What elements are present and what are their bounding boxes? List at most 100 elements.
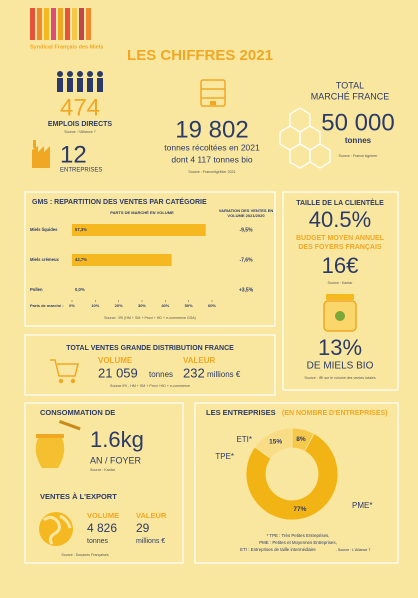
retail-volume-unit: tonnes (149, 370, 173, 379)
consumption-title: CONSOMMATION DE (40, 408, 115, 417)
donut-segment (254, 427, 293, 460)
donut-name-label: PME* (352, 501, 372, 510)
retail-title: TOTAL VENTES GRANDE DISTRIBUTION FRANCE (66, 345, 234, 352)
jobs-label: EMPLOIS DIRECTS (48, 121, 113, 128)
gms-variation-header: VARIATION DES VENTES EN (219, 208, 274, 213)
organic-label: DE MIELS BIO (307, 361, 374, 372)
variation-label: -9,5% (239, 227, 253, 233)
bar (72, 254, 172, 266)
market-unit: tonnes (345, 136, 372, 145)
organic-source: Source : IRI sur le volume des ventes to… (304, 376, 376, 380)
row-label: Pollen (30, 287, 43, 292)
jobs-value: 474 (60, 94, 100, 121)
export-title: VENTES À L'EXPORT (40, 492, 117, 501)
budget-title: BUDGET MOYEN ANNUEL (296, 235, 385, 242)
donut-name-label: ETI* (236, 435, 252, 444)
globe-icon (39, 512, 73, 546)
x-tick-label: 30% (138, 303, 146, 308)
companies-source: - Source : L'Alliance 7 (336, 548, 371, 552)
donut-name-label: TPE* (215, 452, 234, 461)
bar-value-label: 42,7% (75, 257, 87, 262)
bar (72, 224, 206, 236)
hive-icon (200, 79, 226, 107)
companies-note: ETI : Entreprises de taille intermédiair… (240, 547, 316, 552)
x-tick-label: 20% (115, 303, 123, 308)
donut-value-label: 8% (296, 436, 306, 443)
gms-title: GMS : REPARTITION DES VENTES PAR CATÉGOR… (32, 197, 207, 206)
export-volume-label: VOLUME (87, 511, 119, 520)
title: LES CHIFFRES 2021 (127, 47, 273, 64)
export-value-unit: millions € (136, 538, 165, 545)
harvest-source: Source : FranceAgriMer 2021 (188, 170, 235, 174)
organic-value: 13% (318, 335, 362, 360)
donut-value-label: 77% (293, 506, 306, 513)
export-volume-unit: tonnes (87, 538, 109, 545)
retail-value-unit: millions € (207, 370, 241, 379)
row-label: Miels crémeux (30, 257, 60, 262)
export-source: Source : Douanes Françaises (61, 553, 109, 557)
bar-value-label: 0,0% (75, 287, 85, 292)
companies-note: * TPE : Très Petites Entreprises, (267, 533, 330, 538)
companies-label: ENTREPRISES (60, 168, 102, 174)
clientele-title: TAILLE DE LA CLIENTÈLE (296, 198, 384, 207)
retail-volume-value: 21 059 (98, 365, 138, 380)
jobs-source: Source : l'Alliance 7 (64, 130, 95, 134)
market-title: TOTAL (336, 80, 364, 90)
gms-share-header: PARTS DE MARCHÉ EN VOLUME (110, 210, 174, 215)
variation-label: +3,5% (239, 287, 254, 293)
bar-value-label: 57,3% (75, 227, 87, 232)
logo-stripes (30, 8, 91, 40)
budget-value: 16€ (322, 253, 359, 278)
budget-title: DES FOYERS FRANÇAIS (298, 244, 382, 251)
harvest-label: tonnes récoltées en 2021 (164, 142, 260, 152)
consumption-source: Source : Kantar (90, 468, 116, 472)
gms-variation-header: VOLUME 2021/2020 (227, 213, 265, 218)
jar-icon (323, 294, 357, 332)
export-value-value: 29 (136, 521, 150, 535)
consumption-unit: AN / FOYER (90, 455, 142, 465)
variation-label: -7,6% (239, 257, 253, 263)
people-icon (57, 71, 103, 92)
retail-value-label: VALEUR (183, 356, 216, 365)
gms-source: Source : IRI (HM + SM + Proxi + HD + e-c… (104, 316, 196, 320)
retail-volume-label: VOLUME (98, 356, 133, 365)
honeycomb-icon (279, 107, 331, 169)
row-label: Miels liquides (30, 227, 58, 232)
gms-panel (24, 191, 276, 327)
companies-chart-subtitle: (EN NOMBRE D'ENTREPRISES) (282, 410, 388, 417)
companies-value: 12 (60, 141, 87, 168)
x-tick-label: 60% (208, 303, 216, 308)
factory-icon (32, 140, 50, 168)
donut-segment (245, 433, 339, 521)
logo-text: Syndicat Français des Miels (30, 44, 103, 50)
x-tick-label: 0% (69, 303, 75, 308)
market-value: 50 000 (321, 109, 394, 136)
x-tick-label: 50% (185, 303, 193, 308)
x-tick-label: 10% (91, 303, 99, 308)
cart-icon (50, 359, 79, 384)
export-value-label: VALEUR (136, 511, 167, 520)
export-volume-value: 4 826 (87, 521, 117, 535)
clientele-panel (282, 191, 399, 391)
clientele-value: 40.5% (309, 207, 371, 232)
companies-note: PME : Petites et Moyennes Entreprises, (259, 540, 337, 545)
market-source: Source : France Agrimer (339, 154, 379, 158)
retail-panel (24, 334, 276, 396)
retail-source: Source IRI - HM + SM + Proxi +HD + e-com… (110, 384, 190, 388)
consumption-value: 1.6kg (90, 427, 144, 452)
market-title: MARCHÉ FRANCE (311, 91, 390, 101)
budget-source: Source : Kantar (328, 281, 354, 285)
companies-panel (194, 402, 399, 564)
harvest-organic: dont 4 117 tonnes bio (171, 154, 252, 164)
x-tick-label: 40% (161, 303, 169, 308)
donut-value-label: 15% (269, 439, 282, 446)
consumption-panel (24, 402, 184, 564)
honey-pot-icon (35, 420, 81, 468)
gms-axis-label: Parts de marché : (30, 303, 64, 308)
companies-chart-title: LES ENTREPRISES (206, 408, 276, 417)
harvest-value: 19 802 (175, 116, 248, 143)
retail-value-value: 232 (183, 365, 205, 380)
